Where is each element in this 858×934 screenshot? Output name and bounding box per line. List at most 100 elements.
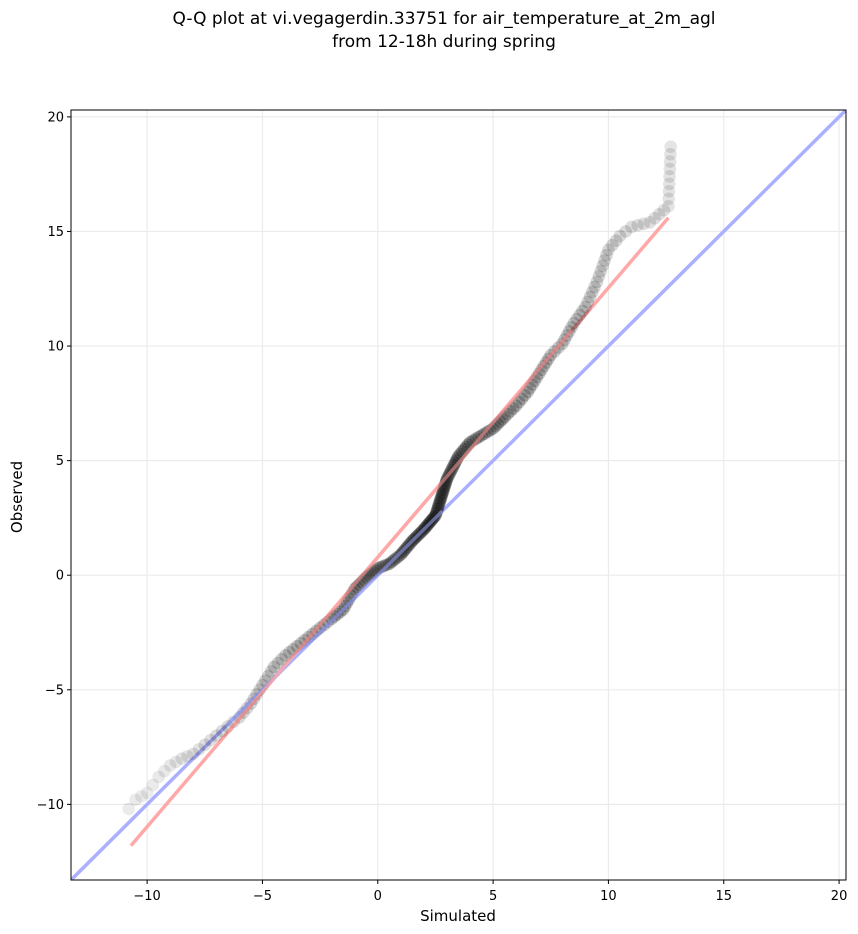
- qq-point: [129, 793, 142, 807]
- y-tick-label: 10: [47, 340, 64, 355]
- qq-point: [434, 492, 448, 505]
- qq-point: [576, 304, 589, 318]
- qq-point: [429, 507, 443, 520]
- qq-point: [515, 392, 529, 406]
- qq-point: [275, 652, 288, 666]
- qq-point: [581, 295, 594, 309]
- x-tick-label: −10: [133, 889, 160, 904]
- qq-point: [590, 275, 604, 289]
- qq-point: [518, 389, 532, 402]
- y-tick-label: 20: [47, 110, 64, 125]
- qq-point: [664, 147, 677, 161]
- qq-point: [662, 199, 675, 213]
- y-axis-ticks: −10 −5 0 5 10 15 20: [37, 110, 71, 813]
- qq-point: [122, 802, 135, 816]
- qq-point: [664, 140, 678, 153]
- qq-point: [657, 203, 671, 217]
- qq-point: [512, 395, 526, 409]
- x-axis-label: Simulated: [420, 907, 496, 925]
- qq-point: [648, 211, 661, 225]
- qq-point: [567, 316, 581, 330]
- qq-point: [605, 238, 619, 252]
- chart-title-line-2: from 12-18h during spring: [332, 32, 556, 52]
- x-tick-label: 10: [600, 889, 617, 904]
- x-tick-label: 20: [831, 889, 848, 904]
- qq-point: [637, 217, 651, 231]
- qq-point: [186, 747, 200, 761]
- qq-point: [570, 312, 584, 326]
- qq-point: [631, 219, 644, 232]
- qq-point: [602, 243, 615, 257]
- y-tick-label: −5: [45, 683, 64, 698]
- qq-point: [662, 192, 675, 206]
- qq-point: [377, 559, 390, 573]
- qq-point: [271, 656, 285, 670]
- qq-point: [588, 280, 601, 294]
- qq-point: [663, 162, 677, 176]
- y-tick-label: 15: [47, 225, 64, 240]
- qq-point: [662, 185, 676, 198]
- chart-title-line-1: Q-Q plot at vi.vegagerdin.33751 for air_…: [172, 9, 716, 29]
- qq-point: [662, 177, 676, 191]
- x-tick-label: 0: [374, 889, 382, 904]
- qq-point: [643, 215, 657, 229]
- y-axis-label: Observed: [8, 461, 26, 533]
- qq-point: [663, 170, 676, 183]
- y-tick-label: 5: [56, 454, 64, 469]
- axes-frame: [70, 109, 847, 881]
- identity-line: [71, 110, 846, 880]
- qq-point: [619, 225, 633, 238]
- qq-point: [146, 778, 160, 792]
- chart-title: Q-Q plot at vi.vegagerdin.33751 for air_…: [0, 8, 858, 54]
- qq-point: [215, 724, 229, 738]
- qq-point: [433, 494, 447, 507]
- x-tick-label: −5: [253, 889, 272, 904]
- qq-point: [198, 738, 212, 752]
- qq-point: [432, 498, 446, 512]
- qq-point: [469, 432, 483, 446]
- qq-point: [596, 259, 609, 273]
- qq-point: [652, 207, 666, 221]
- qq-point: [436, 485, 450, 499]
- qq-points: [122, 140, 678, 816]
- qq-point: [583, 290, 597, 304]
- qq-point: [169, 755, 183, 769]
- qq-point: [435, 489, 448, 503]
- qq-point: [600, 248, 613, 262]
- qq-point: [573, 308, 586, 322]
- qq-point: [135, 790, 148, 803]
- y-tick-label: −10: [37, 798, 64, 813]
- qq-point: [227, 715, 240, 729]
- qq-point: [506, 402, 520, 415]
- qq-point: [264, 665, 278, 678]
- qq-point: [625, 220, 638, 234]
- qq-point: [535, 363, 548, 377]
- qq-point: [158, 764, 171, 778]
- qq-point: [435, 487, 449, 501]
- line-overlays: [226, 329, 573, 734]
- x-tick-label: 5: [489, 889, 497, 904]
- qq-point: [181, 749, 194, 763]
- qq-point: [439, 474, 453, 488]
- qq-point: [592, 270, 606, 283]
- qq-point: [279, 649, 292, 662]
- qq-point: [585, 285, 599, 299]
- qq-point: [192, 743, 206, 756]
- x-axis-ticks: −10 −5 0 5 10 15 20: [133, 880, 847, 904]
- qq-point: [594, 264, 608, 278]
- qq-point: [152, 770, 165, 784]
- qq-point: [210, 729, 223, 742]
- qq-point: [609, 234, 623, 247]
- qq-point: [565, 320, 578, 334]
- qq-point: [663, 155, 677, 168]
- qq-point: [521, 385, 534, 399]
- qq-point: [613, 229, 627, 243]
- qq-point: [448, 456, 462, 470]
- qq-point: [204, 733, 217, 747]
- qq-point: [175, 752, 189, 765]
- qq-point: [579, 300, 592, 314]
- qq-point: [140, 786, 154, 800]
- x-tick-label: 15: [715, 889, 732, 904]
- qq-point: [163, 759, 177, 772]
